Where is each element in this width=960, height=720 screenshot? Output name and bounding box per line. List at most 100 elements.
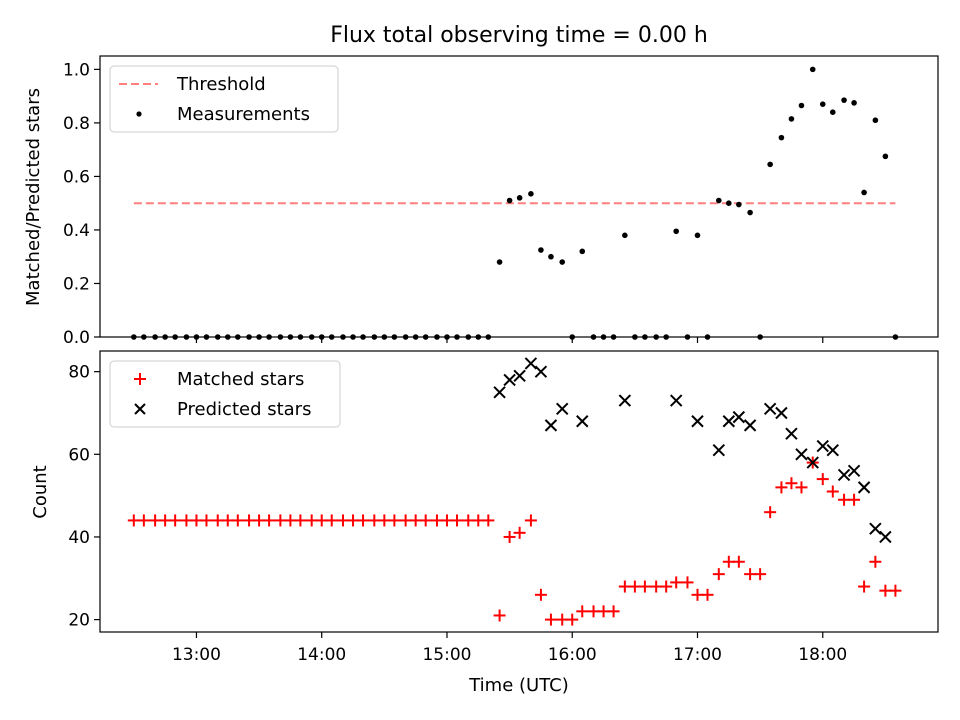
measurement-point xyxy=(297,334,304,340)
top-legend-box xyxy=(109,65,339,133)
predicted-star-point xyxy=(712,443,725,457)
top-panel: 0.0 0.2 0.4 0.6 0.8 1.0 Matched/Predicted sta… xyxy=(23,55,939,348)
measurement-point xyxy=(350,334,356,340)
x-tick-label: 16:00 xyxy=(548,645,597,665)
measurement-point xyxy=(475,334,482,340)
matched-star-point xyxy=(826,485,839,498)
measurement-point xyxy=(516,195,523,201)
measurement-point xyxy=(653,334,659,340)
matched-star-point xyxy=(848,493,861,506)
measurement-point xyxy=(778,134,785,141)
measurement-point xyxy=(579,248,586,255)
measurement-point xyxy=(694,232,701,239)
measurement-point xyxy=(402,334,409,340)
predicted-star-point xyxy=(806,456,819,469)
measurement-point xyxy=(131,334,137,340)
top-y-tick-label: 0.0 xyxy=(63,328,90,348)
matched-star-point xyxy=(294,514,307,527)
predicted-star-point xyxy=(775,406,788,420)
measurement-point xyxy=(371,334,378,340)
measurement-point xyxy=(538,247,544,253)
measurement-point xyxy=(726,200,732,206)
matched-star-point xyxy=(231,514,244,527)
matched-star-point xyxy=(879,584,892,597)
matched-star-point xyxy=(838,493,851,506)
measurement-point xyxy=(214,334,221,340)
measurement-point xyxy=(872,117,879,124)
bottom-legend-box xyxy=(109,360,341,428)
matched-star-point xyxy=(472,514,485,527)
matched-star-point xyxy=(243,514,256,527)
measurement-point xyxy=(224,334,231,340)
matched-star-point xyxy=(211,514,224,527)
matched-star-point xyxy=(190,514,203,527)
chart-title: Flux total observing time = 0.00 h xyxy=(330,23,708,48)
measurement-point xyxy=(757,334,763,340)
predicted-star-point xyxy=(847,464,861,478)
matched-star-point xyxy=(159,514,172,527)
bottom-y-axis-label: Count xyxy=(30,465,51,518)
legend-matched-swatch xyxy=(134,373,146,385)
predicted-star-point xyxy=(544,419,558,432)
predicted-star-point xyxy=(785,427,798,440)
measurement-point xyxy=(287,334,294,340)
matched-star-point xyxy=(712,568,725,581)
matched-star-point xyxy=(775,481,788,494)
measurement-point xyxy=(736,201,742,208)
matched-star-point xyxy=(149,514,162,527)
measurement-point xyxy=(861,189,867,196)
measurement-point xyxy=(454,334,460,340)
matched-star-point xyxy=(785,477,798,490)
legend-measurements-label: Measurements xyxy=(177,104,310,125)
measurement-point xyxy=(183,334,190,340)
measurement-point xyxy=(340,334,346,340)
top-y-axis: 0.0 0.2 0.4 0.6 0.8 1.0 xyxy=(63,60,100,348)
matched-star-point xyxy=(587,605,600,618)
top-y-tick-label: 0.2 xyxy=(63,274,90,294)
matched-star-point xyxy=(200,514,213,527)
measurement-point xyxy=(496,259,503,265)
matched-star-point xyxy=(650,580,663,593)
measurement-point xyxy=(829,109,836,115)
x-tick-label: 17:00 xyxy=(673,645,722,665)
top-y-tick-label: 1.0 xyxy=(63,60,90,80)
measurement-point xyxy=(819,101,826,107)
measurement-point xyxy=(747,209,753,216)
measurement-point xyxy=(892,334,899,340)
bottom-y-tick-label: 40 xyxy=(68,528,90,548)
measurement-point xyxy=(632,334,638,340)
matched-star-point xyxy=(399,514,412,527)
legend-measurements-swatch xyxy=(136,111,142,117)
measurement-point xyxy=(704,334,711,340)
matched-star-point xyxy=(556,613,569,626)
measurement-point xyxy=(193,334,200,340)
predicted-star-point xyxy=(493,386,506,399)
measurement-point xyxy=(528,191,534,197)
bottom-y-tick-label: 80 xyxy=(68,363,90,383)
matched-star-point xyxy=(127,514,140,527)
matched-star-point xyxy=(169,514,182,527)
predicted-star-point xyxy=(513,369,526,383)
matched-star-point xyxy=(357,514,370,527)
matched-star-point xyxy=(221,514,234,527)
predicted-star-point xyxy=(691,415,704,428)
measurement-point xyxy=(788,116,795,122)
matched-star-point xyxy=(869,555,882,568)
measurement-point xyxy=(328,334,335,340)
top-plot-frame xyxy=(99,55,939,338)
matched-star-point xyxy=(597,605,610,618)
matched-star-point xyxy=(419,514,432,527)
predicted-star-point xyxy=(534,365,548,378)
matched-star-point xyxy=(462,514,475,527)
predicted-star-point xyxy=(826,443,839,457)
measurement-point xyxy=(172,334,178,340)
predicted-star-point xyxy=(879,530,892,544)
matched-star-point xyxy=(430,514,443,527)
x-tick-label: 13:00 xyxy=(172,645,221,665)
matched-star-point xyxy=(754,568,767,581)
matched-star-point xyxy=(347,514,360,527)
predicted-star-point xyxy=(524,357,538,370)
top-y-axis-label: Matched/Predicted stars xyxy=(23,88,44,306)
